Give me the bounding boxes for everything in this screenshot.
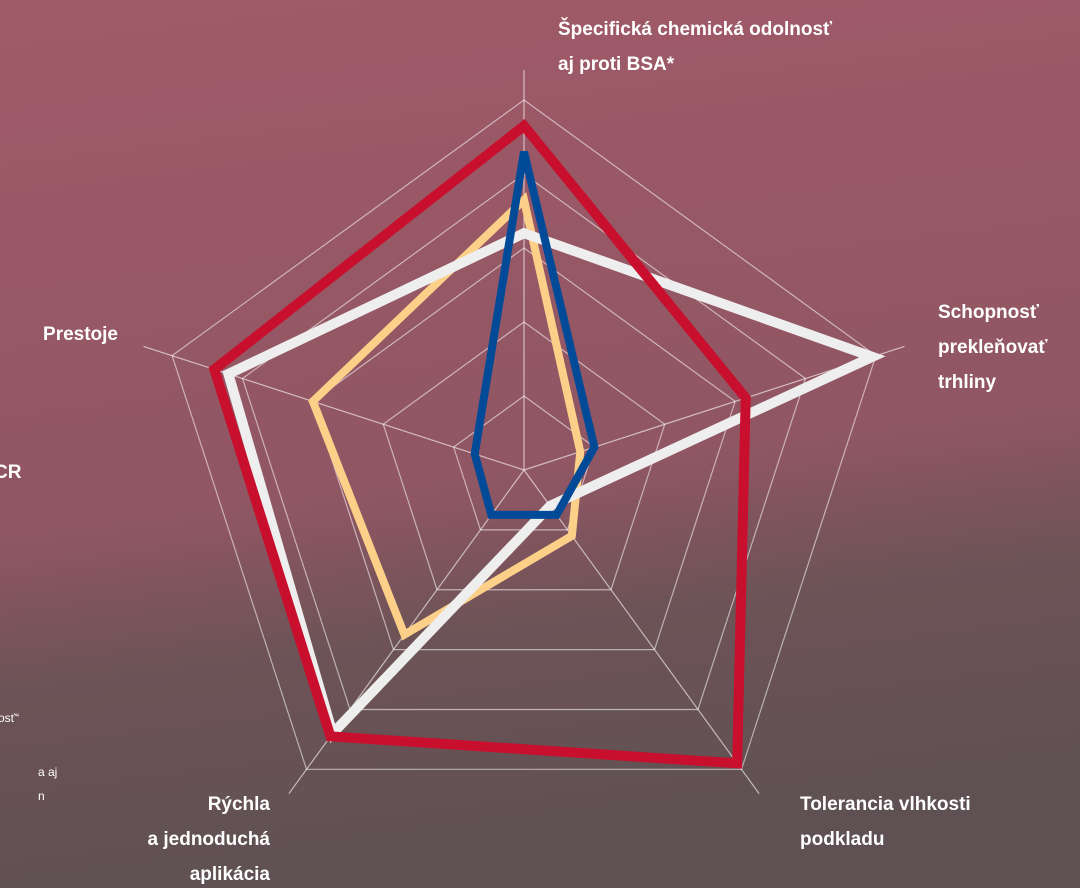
axis-label: Prestoje: [43, 324, 118, 345]
axis-label: Schopnosť prekleňovať trhliny: [938, 302, 1048, 393]
axis-label-line: Schopnosť: [938, 302, 1040, 323]
fragment: CR: [0, 462, 22, 483]
fragment: n: [38, 789, 45, 803]
grid-ring: [171, 99, 877, 770]
series-line: [308, 192, 585, 641]
series-line: [222, 227, 886, 744]
spoke: [143, 345, 525, 471]
axis-label-line: Tolerancia vlhkosti: [800, 794, 971, 815]
axis-label-line: prekleňovať: [938, 337, 1048, 358]
axis-label: Špecifická chemická odolnosť aj proti BSA…: [558, 18, 833, 75]
axis-label-line: Špecifická chemická odolnosť: [558, 18, 833, 40]
fragment: a aj: [38, 765, 57, 779]
axis-label-line: Rýchla: [208, 794, 271, 815]
series-line: [470, 150, 599, 519]
axis-label-line: trhliny: [938, 372, 996, 393]
axis-label-line: aj proti BSA*: [558, 54, 675, 75]
fragment: osť“: [0, 711, 19, 725]
axis-label-line: a jednoduchá: [148, 829, 271, 850]
axis-label-line: aplikácia: [190, 864, 271, 885]
axis-label-line: Prestoje: [43, 324, 118, 345]
grid-ring: [312, 247, 736, 651]
series-line: [208, 118, 751, 769]
axis-label-line: podkladu: [800, 829, 884, 850]
spoke: [523, 469, 760, 794]
axis-label: Rýchla a jednoduchá aplikácia: [148, 794, 271, 885]
grid-ring: [382, 321, 666, 591]
axis-label: Tolerancia vlhkosti podkladu: [800, 794, 971, 850]
